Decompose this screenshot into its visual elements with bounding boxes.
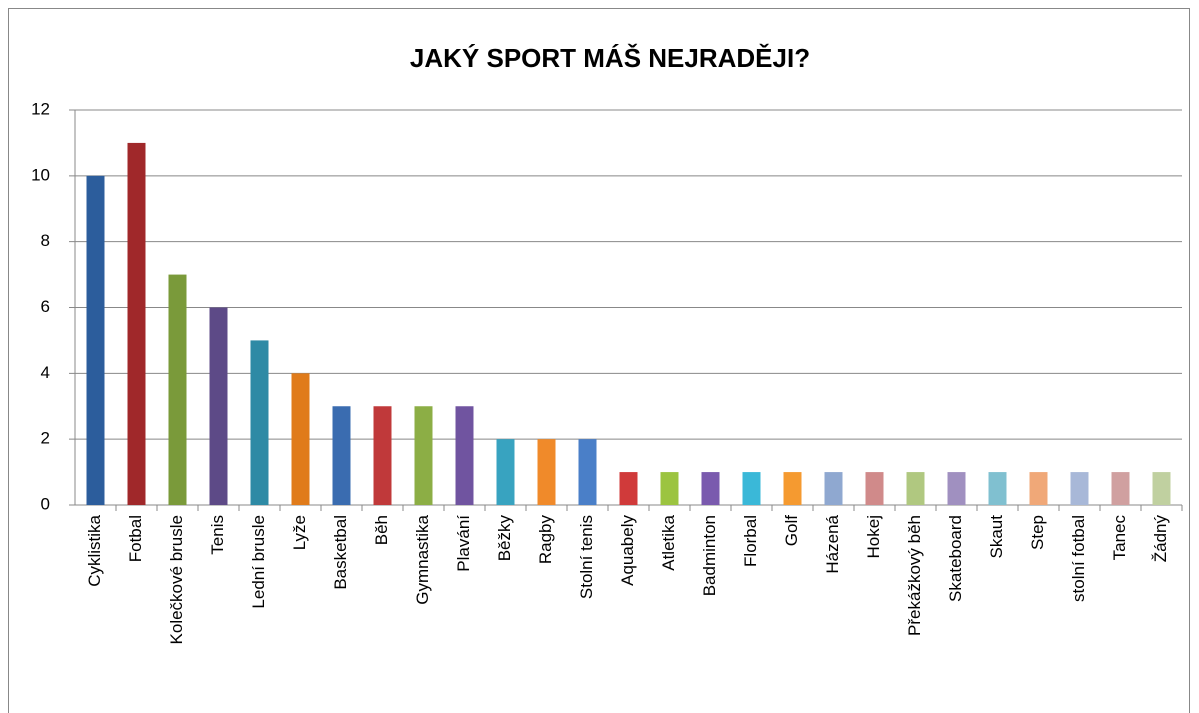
bar bbox=[127, 142, 146, 505]
y-tick-label: 0 bbox=[41, 494, 50, 513]
bar bbox=[1111, 472, 1130, 505]
bar bbox=[906, 472, 925, 505]
x-tick-label: Aquabely bbox=[618, 515, 637, 586]
bar bbox=[783, 472, 802, 505]
bar bbox=[578, 439, 597, 505]
x-tick-label: Atletika bbox=[659, 514, 678, 570]
x-tick-label: Badminton bbox=[700, 515, 719, 596]
x-tick-label: Překážkový běh bbox=[905, 515, 924, 636]
y-tick-label: 10 bbox=[31, 165, 50, 184]
x-tick-label: Házená bbox=[823, 514, 842, 573]
bar bbox=[291, 373, 310, 505]
bar bbox=[537, 439, 556, 505]
x-tick-label: stolní fotbal bbox=[1069, 515, 1088, 602]
bar bbox=[373, 406, 392, 505]
x-tick-label: Gymnastika bbox=[413, 514, 432, 604]
chart-title: JAKÝ SPORT MÁŠ NEJRADĚJI? bbox=[410, 43, 810, 73]
x-tick-label: Kolečkové brusle bbox=[167, 515, 186, 644]
bar bbox=[742, 472, 761, 505]
x-tick-label: Cyklistika bbox=[85, 514, 104, 586]
x-tick-label: Běh bbox=[372, 515, 391, 545]
x-tick-label: Step bbox=[1028, 515, 1047, 550]
x-tick-label: Běžky bbox=[495, 515, 514, 562]
y-tick-label: 12 bbox=[31, 99, 50, 118]
x-tick-label: Stolní tenis bbox=[577, 515, 596, 599]
x-tick-label: Lední brusle bbox=[249, 515, 268, 609]
bar bbox=[1152, 472, 1171, 505]
bar bbox=[947, 472, 966, 505]
bar bbox=[1029, 472, 1048, 505]
bar bbox=[1070, 472, 1089, 505]
x-tick-label: Lyže bbox=[290, 515, 309, 550]
x-tick-label: Plavání bbox=[454, 515, 473, 572]
x-tick-label: Golf bbox=[782, 515, 801, 546]
bar bbox=[414, 406, 433, 505]
chart-frame bbox=[8, 8, 1190, 713]
y-tick-label: 2 bbox=[41, 429, 50, 448]
x-tick-label: Tanec bbox=[1110, 515, 1129, 561]
x-tick-label: Fotbal bbox=[126, 515, 145, 562]
x-tick-label: Žádný bbox=[1151, 515, 1170, 563]
bar bbox=[86, 175, 105, 506]
x-tick-label: Hokej bbox=[864, 515, 883, 558]
bar bbox=[619, 472, 638, 505]
bar bbox=[332, 406, 351, 505]
bar bbox=[660, 472, 679, 505]
bar bbox=[865, 472, 884, 505]
x-tick-label: Ragby bbox=[536, 515, 555, 565]
x-tick-label: Basketbal bbox=[331, 515, 350, 590]
bar bbox=[209, 307, 228, 505]
y-tick-label: 8 bbox=[41, 231, 50, 250]
bar bbox=[988, 472, 1007, 505]
x-tick-label: Skateboard bbox=[946, 515, 965, 602]
bar bbox=[496, 439, 515, 505]
bar bbox=[455, 406, 474, 505]
y-tick-label: 4 bbox=[41, 363, 50, 382]
x-tick-label: Skaut bbox=[987, 515, 1006, 559]
x-tick-label: Florbal bbox=[741, 515, 760, 567]
y-tick-label: 6 bbox=[41, 297, 50, 316]
x-tick-label: Tenis bbox=[208, 515, 227, 555]
bar bbox=[824, 472, 843, 505]
bar bbox=[701, 472, 720, 505]
bar bbox=[250, 340, 269, 505]
bar bbox=[168, 274, 187, 505]
